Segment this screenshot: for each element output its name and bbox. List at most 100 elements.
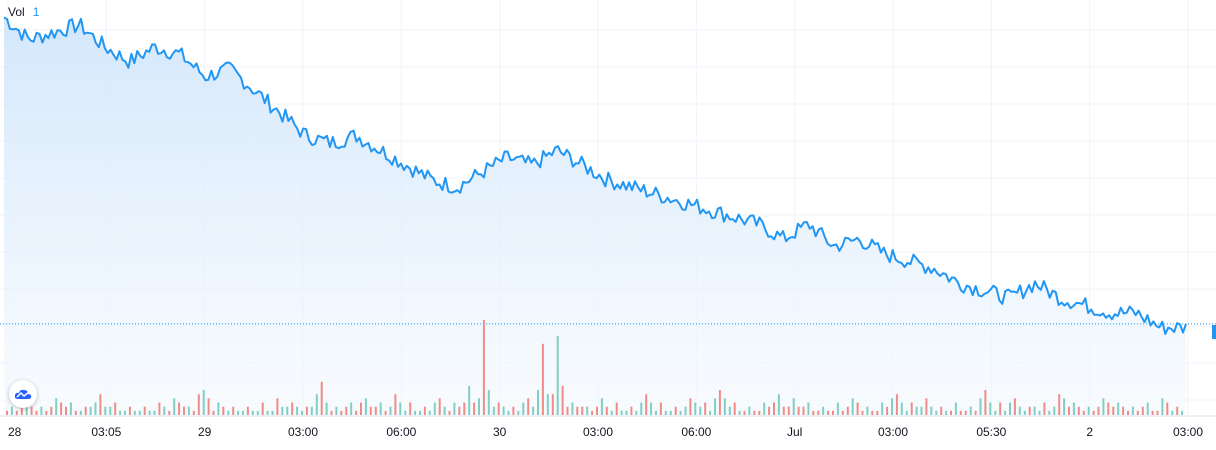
- volume-bar: [856, 402, 859, 415]
- volume-bar: [645, 394, 648, 415]
- volume-bar: [1127, 410, 1129, 415]
- volume-bar: [320, 381, 323, 415]
- volume-bar: [350, 402, 353, 415]
- volume-bar: [1112, 406, 1115, 415]
- volume-bar: [84, 406, 87, 415]
- tradingview-cloud-icon: [14, 389, 32, 399]
- volume-bar: [163, 406, 166, 415]
- volume-bar: [561, 385, 564, 415]
- volume-bar: [969, 406, 972, 415]
- x-tick-label: 28: [8, 425, 22, 439]
- volume-bar: [192, 410, 195, 415]
- x-tick-label: 03:05: [91, 425, 121, 439]
- volume-bar: [768, 406, 771, 415]
- x-tick-label: 03:00: [583, 425, 613, 439]
- volume-bar: [591, 410, 594, 415]
- volume-bar: [610, 410, 613, 415]
- volume-bar: [222, 406, 225, 415]
- volume-bar: [655, 410, 657, 415]
- volume-bar: [1063, 398, 1066, 415]
- volume-bar: [399, 402, 402, 415]
- volume-bar: [512, 406, 515, 415]
- volume-bar: [822, 406, 825, 415]
- volume-bar: [615, 402, 618, 415]
- volume-bar: [261, 402, 264, 415]
- volume-bar: [556, 335, 559, 415]
- volume-bar: [1092, 410, 1095, 415]
- volume-bar: [384, 410, 387, 415]
- volume-bar: [325, 402, 328, 415]
- volume-bar: [45, 410, 48, 415]
- x-tick-label: 06:00: [681, 425, 711, 439]
- volume-bar: [463, 402, 466, 415]
- volume-bar: [689, 398, 692, 415]
- volume-bar: [920, 406, 923, 415]
- volume-bar: [124, 410, 126, 415]
- volume-bar: [458, 406, 461, 415]
- volume-bar: [330, 410, 333, 415]
- volume-bar: [1033, 406, 1036, 415]
- volume-bar: [138, 410, 141, 415]
- volume-bar: [89, 406, 92, 415]
- volume-bar: [974, 410, 977, 415]
- legend-value: 1: [32, 5, 40, 19]
- volume-bar: [522, 402, 525, 415]
- volume-bar: [782, 406, 785, 415]
- volume-bar: [389, 406, 392, 415]
- volume-bar: [507, 410, 510, 415]
- volume-bar: [69, 402, 72, 415]
- volume-bar: [374, 406, 377, 415]
- x-axis-labels: 28 03:05 29 03:00 06:00 30 03:00 06:00 Jul 03:00 0…: [8, 425, 1203, 439]
- volume-bar: [1141, 406, 1144, 415]
- volume-bar: [532, 406, 535, 415]
- volume-bar: [473, 402, 476, 415]
- volume-bar: [979, 398, 982, 415]
- volume-bar: [74, 410, 77, 415]
- tradingview-logo-button[interactable]: [9, 380, 37, 408]
- volume-bar: [630, 406, 633, 415]
- volume-bar: [40, 406, 43, 415]
- volume-bar: [753, 410, 756, 415]
- volume-bar: [940, 406, 943, 415]
- volume-bar: [345, 406, 348, 415]
- volume-bar: [1122, 406, 1125, 415]
- volume-bar: [832, 410, 834, 415]
- volume-bar: [576, 406, 579, 415]
- volume-bar: [1161, 398, 1164, 415]
- volume-bar: [910, 402, 913, 415]
- volume-bar: [841, 410, 844, 415]
- volume-bar: [723, 398, 726, 415]
- volume-bar: [1013, 398, 1016, 415]
- volume-bar: [596, 406, 598, 415]
- volume-bar: [1097, 406, 1100, 415]
- volume-bar: [256, 410, 259, 415]
- volume-bar: [453, 402, 456, 415]
- volume-bar: [448, 410, 451, 415]
- volume-bar: [541, 343, 544, 416]
- volume-bar: [369, 406, 372, 415]
- volume-bar: [133, 410, 136, 415]
- volume-bar: [881, 402, 884, 415]
- volume-bar: [202, 390, 205, 415]
- volume-bar: [60, 402, 63, 415]
- volume-bar: [954, 402, 957, 415]
- volume-bar: [900, 402, 903, 415]
- volume-bar: [718, 390, 721, 415]
- volume-bar: [237, 410, 240, 415]
- volume-bar: [674, 406, 677, 415]
- volume-bar: [178, 402, 181, 415]
- volume-bar: [173, 398, 176, 415]
- volume-bar: [566, 406, 569, 415]
- volume-bar: [419, 410, 421, 415]
- volume-bar: [871, 410, 874, 415]
- volume-bar: [876, 410, 879, 415]
- volume-bar: [517, 410, 520, 415]
- volume-bar: [620, 410, 623, 415]
- volume-bar: [266, 410, 269, 415]
- volume-bar: [183, 406, 185, 415]
- volume-bar: [65, 406, 67, 415]
- volume-bar: [379, 402, 382, 415]
- volume-bar: [709, 410, 712, 415]
- volume-bar: [895, 394, 898, 415]
